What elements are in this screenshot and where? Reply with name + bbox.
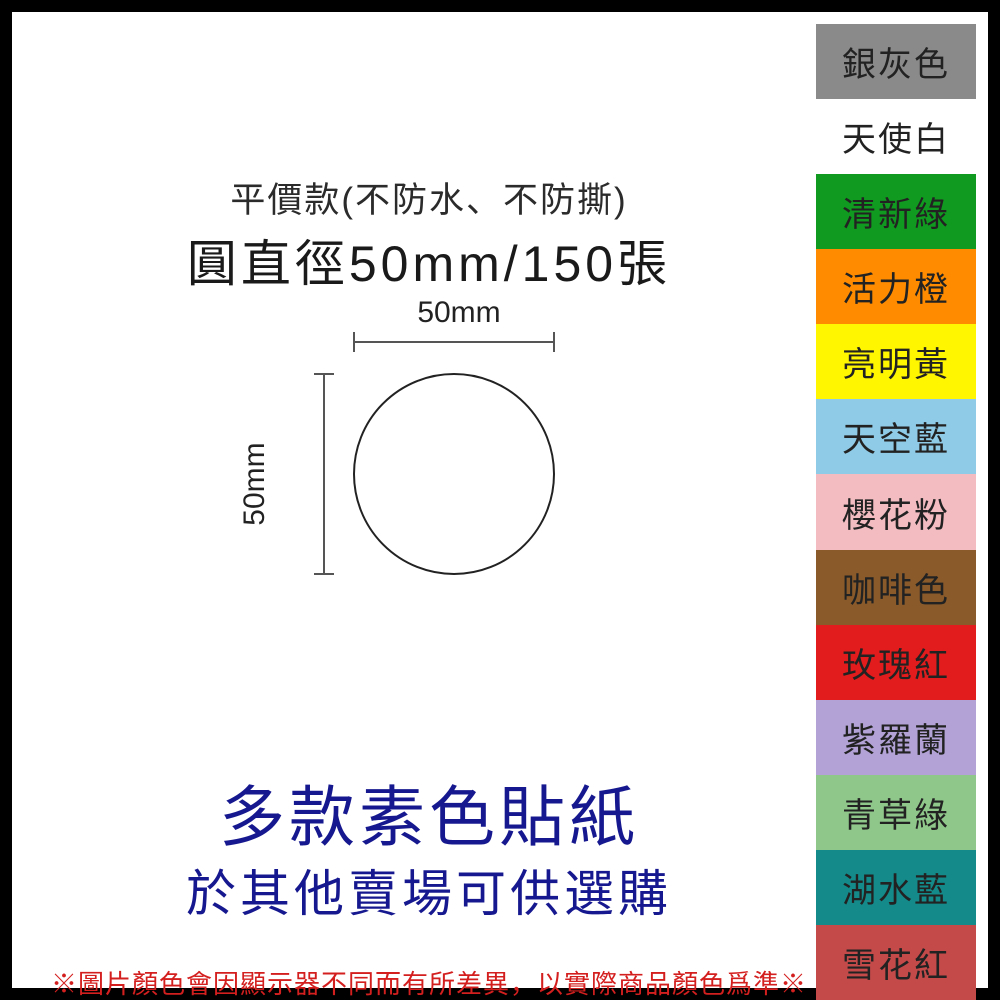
color-swatch: 亮明黃 [816,324,976,399]
color-disclaimer: ※圖片顏色會因顯示器不同而有所差異，以實際商品顏色爲準※ [24,964,834,1001]
main-area: 平價款(不防水、不防撕) 圓直徑50mm/150張 50mm 50mm 多款素色… [24,24,834,1000]
color-swatch: 紫羅蘭 [816,700,976,775]
color-swatch: 湖水藍 [816,850,976,925]
product-subtitle: 平價款(不防水、不防撕) [24,172,834,223]
dimension-left-label: 50mm [238,384,272,584]
color-swatch: 櫻花粉 [816,474,976,549]
color-swatch: 青草綠 [816,775,976,850]
product-title: 圓直徑50mm/150張 [24,224,834,296]
color-swatch: 天空藍 [816,399,976,474]
product-frame: 平價款(不防水、不防撕) 圓直徑50mm/150張 50mm 50mm 多款素色… [0,0,1000,1000]
color-swatch-list: 銀灰色天使白清新綠活力橙亮明黃天空藍櫻花粉咖啡色玫瑰紅紫羅蘭青草綠湖水藍雪花紅 [816,24,976,1000]
color-swatch: 清新綠 [816,174,976,249]
color-swatch: 天使白 [816,99,976,174]
circle-diagram [274,314,584,624]
color-swatch: 玫瑰紅 [816,625,976,700]
color-swatch: 雪花紅 [816,925,976,1000]
color-swatch: 活力橙 [816,249,976,324]
color-swatch: 咖啡色 [816,550,976,625]
promo-line-1: 多款素色貼紙 [24,764,834,860]
color-swatch: 銀灰色 [816,24,976,99]
promo-line-2: 於其他賣場可供選購 [24,854,834,926]
